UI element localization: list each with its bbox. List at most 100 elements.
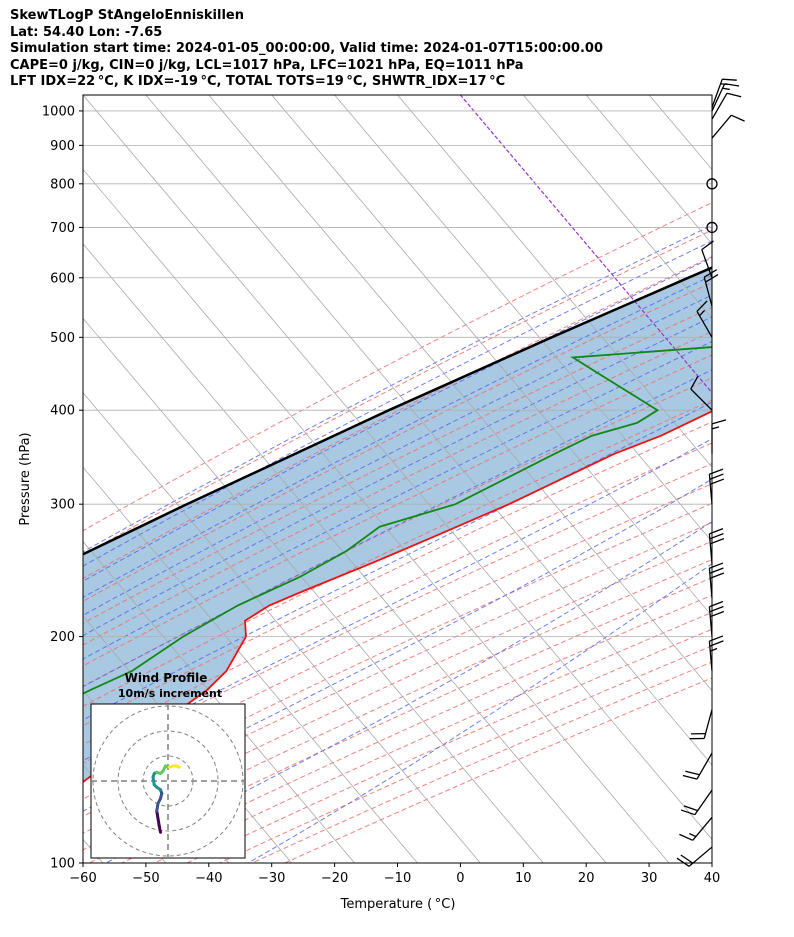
barb-flag: [690, 375, 699, 390]
y-tick-label: 200: [50, 630, 75, 645]
wind-barb: [679, 816, 713, 841]
hodograph-subtitle: 10m/s increment: [118, 687, 222, 700]
barb-flag: [709, 468, 724, 475]
x-axis-label: Temperature ( °C): [340, 897, 456, 912]
barb-flag: [709, 562, 724, 569]
isotherm: [334, 95, 712, 543]
hodograph-inset: Wind Profile 10m/s increment: [90, 671, 246, 859]
barb-half-flag: [689, 832, 697, 838]
barb-flag: [701, 240, 714, 251]
dry-adiabat: [83, 281, 712, 602]
isotherm: [397, 95, 712, 468]
calm-wind-circle: [706, 178, 718, 190]
x-tick-label: −60: [69, 871, 96, 886]
x-tick-label: 10: [515, 871, 532, 886]
isotherm: [271, 95, 712, 617]
barb-flag: [710, 537, 725, 545]
wind-barb: [706, 178, 718, 190]
barb-half-flag: [699, 309, 706, 317]
wind-barbs-layer: [676, 78, 745, 867]
isotherm: [711, 95, 712, 96]
barb-staff: [711, 114, 732, 139]
hodograph-ring: [117, 730, 219, 832]
moist-adiabat: [105, 521, 712, 863]
dry-adiabat: [83, 399, 712, 707]
barb-flag: [680, 854, 694, 864]
isotherm: [83, 317, 544, 863]
barb-flag: [682, 774, 698, 780]
moist-adiabat: [83, 224, 712, 553]
barb-flag: [710, 610, 725, 618]
barb-flag: [711, 419, 727, 425]
background-lines-layer: [83, 95, 794, 863]
wind-barb: [708, 468, 725, 505]
temperature-profile-line: [83, 410, 712, 784]
stability-line: CAPE=0 j/kg, CIN=0 j/kg, LCL=1017 hPa, L…: [10, 57, 524, 73]
y-tick-label: 100: [50, 857, 75, 872]
dry-adiabat: [83, 256, 712, 579]
location-line: Lat: 54.40 Lon: -7.65: [10, 24, 163, 40]
wind-barb: [711, 114, 745, 139]
isotherm: [83, 168, 670, 863]
barb-flag: [680, 809, 696, 816]
wind-barb: [696, 300, 713, 338]
barb-flag: [683, 805, 698, 812]
barb-flag: [705, 274, 719, 283]
barb-flag: [709, 640, 724, 647]
barb-flag: [709, 567, 724, 574]
wind-barb: [680, 789, 713, 816]
y-tick-label: 900: [50, 139, 75, 154]
wind-barb: [711, 83, 740, 112]
hodograph-title: Wind Profile: [125, 671, 208, 685]
x-tick-label: 30: [641, 871, 658, 886]
barb-flag: [709, 600, 724, 608]
barb-flag: [709, 635, 724, 642]
axis-ticks-layer: −60 −50 −40 −30 −20 −10 0 10 20 30 40 100 200 300 400 5…: [42, 104, 720, 886]
time-line: Simulation start time: 2024-01-05_00:00:…: [10, 41, 603, 56]
wind-barb: [703, 269, 719, 307]
moist-adiabat: [83, 294, 712, 616]
dry-adiabat: [83, 540, 712, 834]
wind-barb: [708, 635, 724, 672]
barb-half-flag: [710, 647, 718, 652]
isotherm: [83, 466, 418, 863]
y-tick-label: 300: [50, 498, 75, 513]
wind-barb: [676, 846, 713, 867]
y-tick-label: 700: [50, 221, 75, 236]
dry-adiabat: [83, 463, 712, 764]
isotherm: [775, 95, 794, 863]
moist-adiabat: [83, 257, 712, 582]
barb-flag: [710, 478, 725, 485]
isotherm: [585, 95, 712, 245]
barb-flag: [676, 857, 690, 867]
y-tick-label: 1000: [42, 104, 75, 119]
barb-flag: [709, 533, 724, 540]
moist-adiabat: [83, 316, 712, 637]
wind-barb: [708, 562, 725, 599]
barb-staff: [711, 92, 728, 120]
isotherm: [83, 392, 481, 863]
barb-flag: [709, 605, 724, 613]
x-tick-label: 0: [456, 871, 464, 886]
x-tick-label: −40: [195, 871, 222, 886]
barb-flag: [703, 269, 718, 278]
wind-barb: [706, 221, 718, 234]
x-tick-label: 40: [704, 871, 721, 886]
wind-barb: [711, 419, 727, 454]
wind-barb: [682, 752, 713, 780]
parcel-profile-line: [83, 266, 712, 556]
barb-flag: [679, 833, 693, 841]
calm-wind-circle: [706, 221, 718, 234]
wind-barb: [689, 709, 713, 740]
x-tick-label: 20: [578, 871, 595, 886]
x-tick-label: −50: [132, 871, 159, 886]
barb-flag: [696, 300, 708, 312]
moist-adiabat: [83, 478, 712, 812]
wind-barb: [711, 92, 742, 120]
y-tick-label: 800: [50, 177, 75, 192]
chart-title: SkewTLogP StAngeloEnniskillen: [10, 8, 244, 23]
dry-adiabat: [83, 421, 712, 727]
profiles-layer: [83, 266, 712, 784]
wind-barb: [690, 375, 713, 411]
